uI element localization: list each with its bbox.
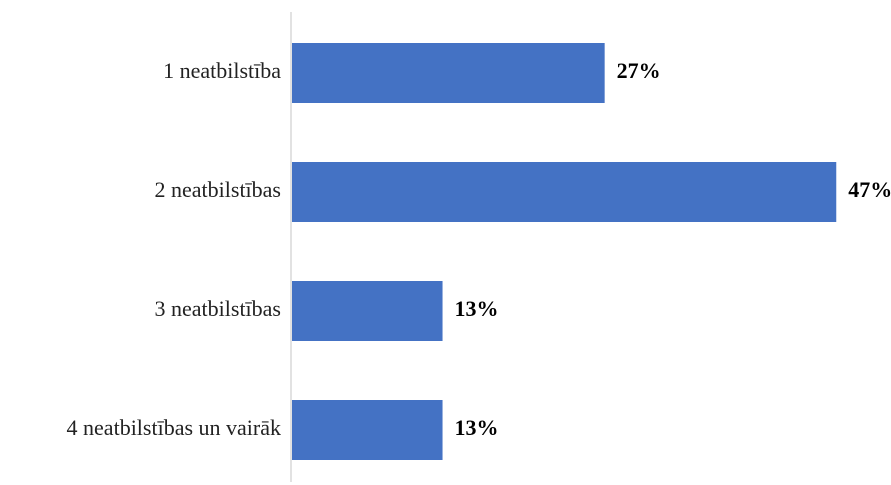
- category-labels-group: 1 neatbilstība 2 neatbilstības 3 neatbilst…: [67, 58, 282, 440]
- value-labels-group: 27% 47% 13% 13%: [455, 58, 891, 440]
- value-label-2: 47%: [848, 177, 891, 202]
- bars-group: [292, 43, 837, 460]
- bar-1: [292, 43, 605, 103]
- value-label-1: 27%: [617, 58, 661, 83]
- category-label-2: 2 neatbilstības: [155, 177, 281, 202]
- category-label-4: 4 neatbilstības un vairāk: [67, 415, 281, 440]
- value-label-3: 13%: [455, 296, 499, 321]
- category-label-1: 1 neatbilstība: [163, 58, 281, 83]
- bar-3: [292, 281, 443, 341]
- value-label-4: 13%: [455, 415, 499, 440]
- bar-4: [292, 400, 443, 460]
- bar-2: [292, 162, 837, 222]
- category-label-3: 3 neatbilstības: [155, 296, 281, 321]
